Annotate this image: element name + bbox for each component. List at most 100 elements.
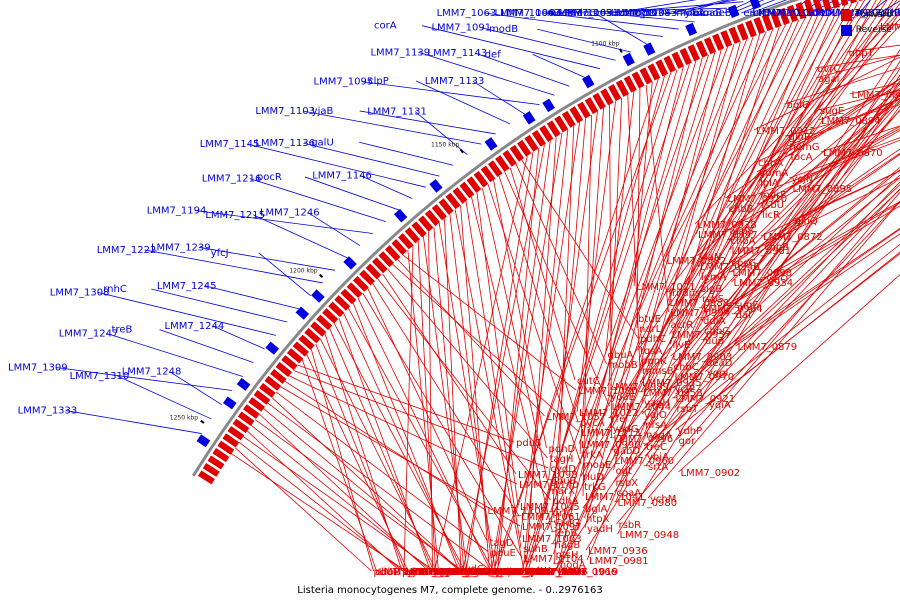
forward-gene-label: pduH — [402, 567, 429, 578]
forward-gene-label: LMM7_0982 — [667, 256, 727, 267]
forward-gene-label: LMM7_0867 — [880, 22, 900, 33]
forward-feature — [531, 129, 546, 147]
forward-gene-label: ybiA — [647, 452, 669, 463]
forward-gene-label: LMM7_0961 — [732, 246, 792, 257]
forward-gene-label: LMM7_0946 — [700, 262, 760, 273]
forward-gene-label: LMM7_1047 — [495, 567, 555, 578]
forward-leader — [509, 167, 576, 381]
reverse-gene-label: LMM7_1103 — [255, 106, 315, 117]
reverse-gene-label: LMM7_1244 — [165, 321, 225, 332]
forward-gene-label: btuE — [638, 314, 661, 325]
forward-leader — [367, 288, 488, 543]
forward-feature — [778, 7, 790, 26]
forward-leader — [758, 125, 900, 205]
forward-feature — [212, 448, 230, 463]
forward-gene-label: rsbR — [619, 520, 642, 531]
forward-leader — [434, 155, 528, 572]
reverse-gene-label: LMM7_1215 — [205, 210, 265, 221]
reverse-gene-label: moaB — [693, 8, 722, 19]
reverse-feature — [196, 434, 211, 448]
forward-leader — [582, 114, 592, 497]
forward-feature — [539, 125, 554, 142]
forward-gene-label: LMM7_0988 — [670, 298, 730, 309]
forward-leader — [555, 15, 813, 572]
forward-gene-label: ycjP — [675, 384, 695, 395]
forward-leader — [636, 88, 641, 329]
forward-gene-label: LMM7_0964 — [703, 304, 763, 315]
forward-gene-label: LMM7_0869 — [852, 90, 900, 101]
forward-feature — [569, 106, 584, 124]
forward-feature — [745, 20, 757, 38]
forward-gene-label: gbuC — [525, 567, 551, 578]
tick-label: 1250 kbp — [170, 414, 198, 421]
forward-feature — [466, 176, 482, 193]
forward-leader — [584, 57, 703, 529]
forward-leader — [670, 33, 761, 345]
forward-gene-label: deaD — [706, 358, 733, 369]
forward-gene-label: LMM7_1104 — [524, 554, 584, 565]
forward-gene-label: LMM7_1062 — [461, 567, 521, 578]
reverse-leader — [472, 80, 525, 115]
forward-gene-label: LMM7_0991 — [527, 567, 587, 578]
reverse-leader — [307, 212, 361, 246]
forward-gene-label: acpS — [730, 226, 754, 237]
tick-mark — [200, 419, 205, 424]
forward-leader — [635, 31, 767, 319]
reverse-leader — [614, 0, 697, 14]
reverse-gene-label: LMM7_1139 — [370, 47, 430, 58]
forward-feature — [546, 120, 561, 138]
reverse-gene-label: yeaN — [842, 8, 868, 19]
forward-leader — [627, 94, 641, 371]
reverse-gene-label: LMM7_1246 — [260, 208, 320, 219]
forward-gene-label: chbC — [704, 326, 729, 337]
forward-gene-label: LMM7_0870 — [823, 148, 883, 159]
reverse-gene-label: LMM7_1095 — [314, 77, 374, 88]
reverse-leader — [159, 329, 254, 363]
reverse-gene-label: LMM7_1136 — [255, 138, 315, 149]
reverse-leader — [117, 375, 212, 420]
forward-gene-label: tagG — [463, 567, 487, 578]
forward-gene-label: LMM7_0920 — [728, 194, 788, 205]
forward-leader — [614, 80, 900, 493]
forward-leader — [494, 140, 551, 572]
forward-leader — [786, 104, 900, 137]
forward-gene-label: uhpT — [849, 48, 875, 59]
forward-gene-label: yibK — [557, 567, 579, 578]
forward-leader — [504, 171, 610, 407]
forward-leader — [586, 13, 819, 561]
forward-gene-label: LMM7_1041 — [585, 492, 645, 503]
forward-gene-label: tagD — [490, 538, 514, 549]
forward-feature — [384, 245, 401, 262]
reverse-gene-label: rnhC — [103, 284, 127, 295]
forward-gene-label: LMM7_0990 — [581, 440, 641, 451]
reverse-gene-label: LMM7_1131 — [367, 107, 427, 118]
forward-leader — [609, 0, 866, 419]
forward-feature — [517, 139, 532, 157]
forward-feature — [554, 115, 569, 133]
forward-gene-label: gpmA — [759, 168, 788, 179]
forward-gene-label: bglA — [585, 504, 607, 515]
forward-gene-label: LMM7_1140 — [519, 480, 579, 491]
forward-gene-label: ycjN — [792, 174, 814, 185]
forward-leader — [493, 179, 547, 449]
reverse-leader — [548, 7, 727, 14]
forward-leader — [239, 441, 404, 572]
forward-leader — [815, 54, 900, 79]
forward-gene-label: gabD — [614, 446, 641, 457]
forward-leader — [267, 402, 492, 572]
reverse-gene-label: yieL — [684, 8, 705, 19]
forward-leader — [271, 397, 458, 569]
forward-feature — [328, 301, 345, 318]
reverse-gene-label: LMM7_1063 — [437, 8, 497, 19]
reverse-leader — [475, 52, 570, 87]
forward-feature — [270, 368, 287, 384]
reverse-feature — [236, 377, 251, 391]
reverse-leader — [65, 410, 202, 434]
forward-gene-label: ddlA — [703, 316, 725, 327]
forward-gene-label: moaA — [438, 567, 467, 578]
forward-leader — [527, 75, 666, 572]
reverse-gene-label: LMM7_1064 — [494, 8, 554, 19]
forward-feature — [359, 269, 375, 286]
forward-leader — [585, 60, 900, 551]
forward-gene-label: ydhP — [678, 426, 703, 437]
